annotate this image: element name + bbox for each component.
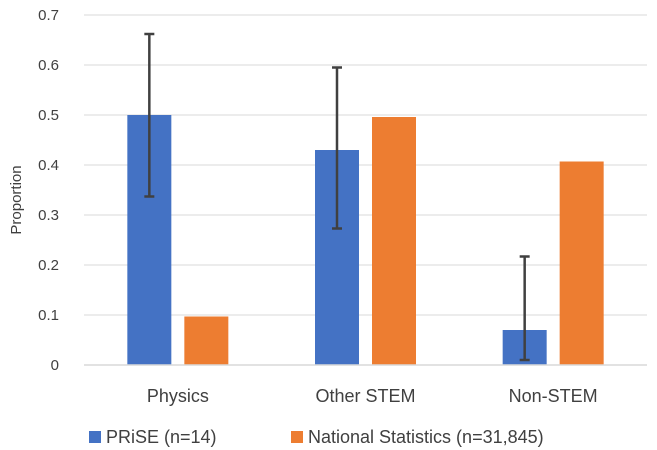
x-tick-label: Non-STEM bbox=[509, 386, 598, 406]
bar-national-1 bbox=[372, 117, 416, 365]
y-tick-label: 0.3 bbox=[38, 207, 59, 224]
y-axis-title: Proportion bbox=[8, 165, 25, 234]
legend-label: PRiSE (n=14) bbox=[106, 427, 217, 447]
x-tick-labels: Physics Other STEM Non-STEM bbox=[147, 386, 598, 406]
y-tick-label: 0.7 bbox=[38, 7, 59, 24]
x-tick-label: Physics bbox=[147, 386, 209, 406]
error-bars bbox=[144, 32, 530, 362]
y-tick-label: 0.1 bbox=[38, 307, 59, 324]
gridlines bbox=[84, 14, 647, 316]
y-tick-labels: 0 0.1 0.2 0.3 0.4 0.5 0.6 0.7 bbox=[38, 7, 59, 374]
y-tick-label: 0 bbox=[51, 357, 59, 374]
y-tick-label: 0.5 bbox=[38, 107, 59, 124]
bar-national-2 bbox=[559, 161, 604, 365]
legend: PRiSE (n=14) National Statistics (n=31,84… bbox=[89, 427, 544, 447]
legend-label: National Statistics (n=31,845) bbox=[308, 427, 544, 447]
bars bbox=[127, 115, 604, 365]
y-tick-label: 0.4 bbox=[38, 157, 59, 174]
legend-swatch bbox=[291, 431, 303, 443]
bar-national-0 bbox=[184, 316, 229, 365]
y-tick-label: 0.6 bbox=[38, 57, 59, 74]
y-tick-label: 0.2 bbox=[38, 257, 59, 274]
legend-swatch bbox=[89, 431, 101, 443]
x-tick-label: Other STEM bbox=[315, 386, 415, 406]
